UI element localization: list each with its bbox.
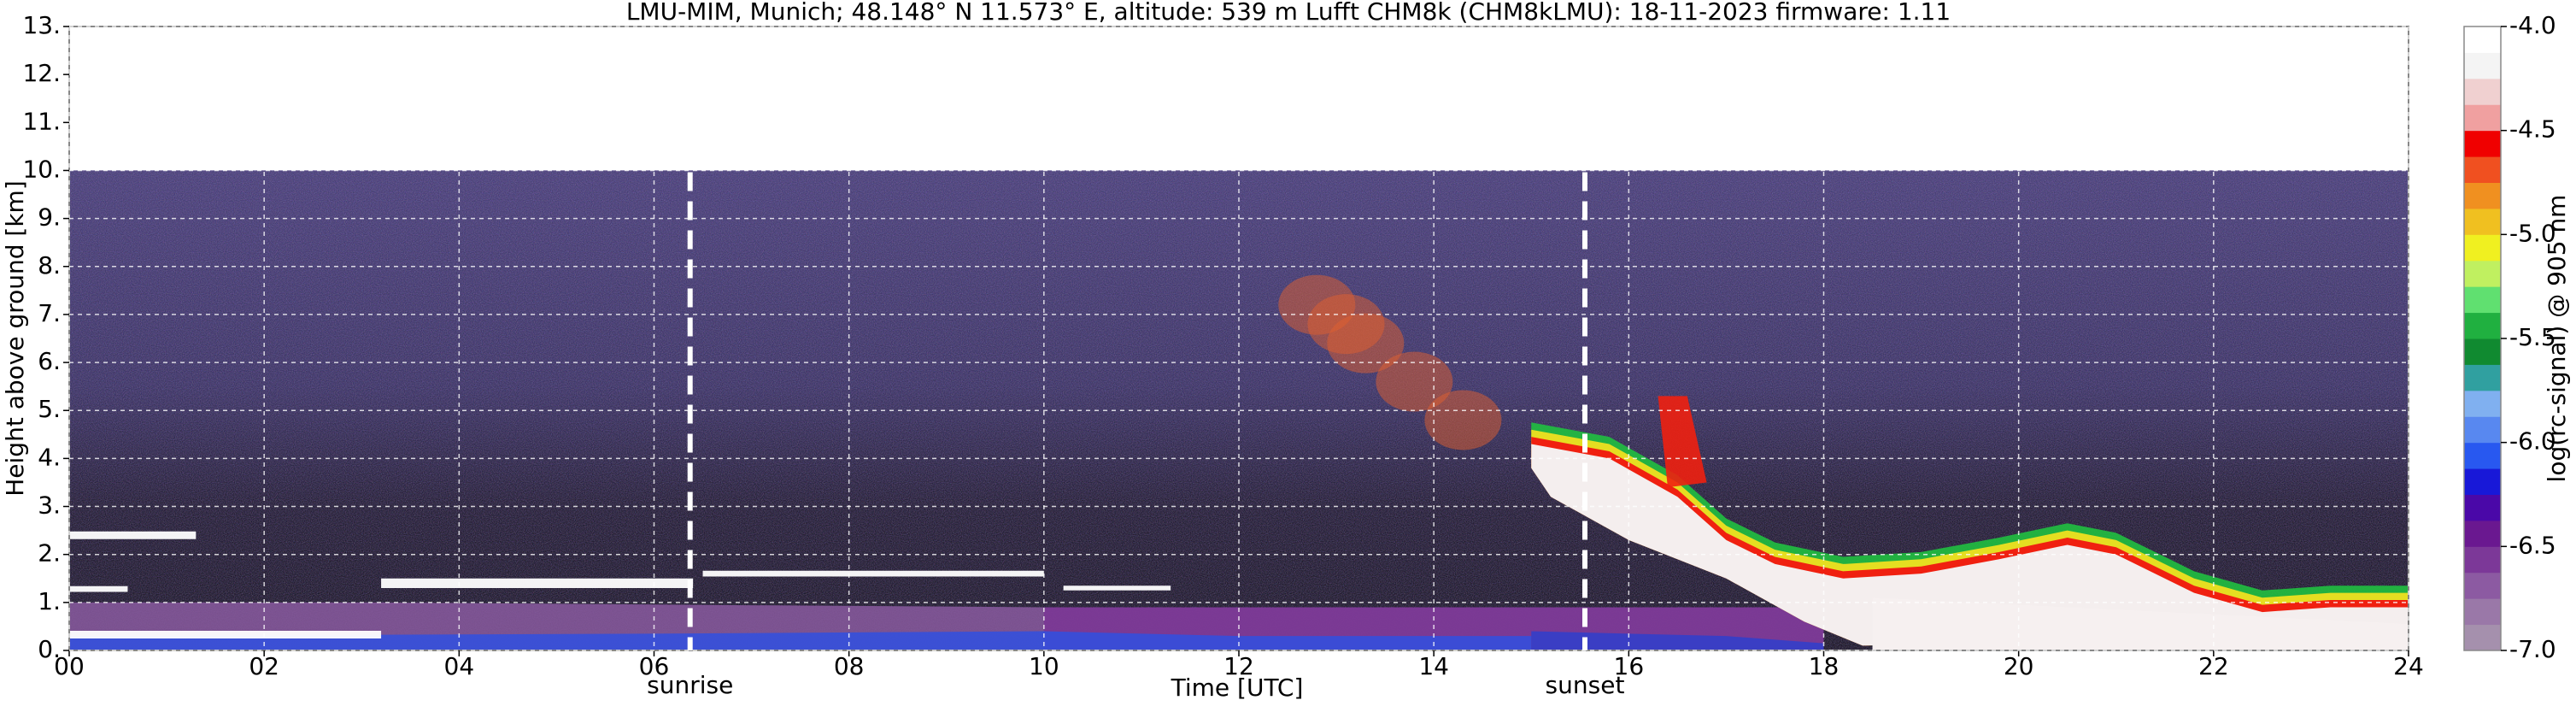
x-tick-label: 14	[1418, 652, 1449, 680]
x-tick-label: 06	[639, 652, 670, 680]
backscatter-area	[1658, 396, 1707, 488]
x-tick-label: 22	[2198, 652, 2229, 680]
colorbar-swatch	[2464, 364, 2501, 391]
annotation-label: sunrise	[647, 671, 733, 699]
x-tick-label: 20	[2004, 652, 2034, 680]
colorbar-tick-label: -4.5	[2509, 115, 2556, 144]
x-tick-label: 08	[834, 652, 865, 680]
y-tick-label: 8.	[38, 251, 61, 279]
colorbar-swatch	[2464, 442, 2501, 469]
backscatter-area	[1531, 444, 2409, 646]
colorbar-swatch	[2464, 520, 2501, 547]
backscatter-area	[1872, 597, 2409, 650]
backscatter-area	[1531, 631, 1824, 650]
colorbar-swatch	[2464, 260, 2501, 287]
colorbar-swatch	[2464, 78, 2501, 105]
colorbar-tick-label: -5.0	[2509, 219, 2556, 247]
colorbar-swatch	[2464, 416, 2501, 444]
colorbar-swatch	[2464, 390, 2501, 417]
chart-title: LMU-MIM, Munich; 48.148° N 11.573° E, al…	[626, 0, 1951, 26]
x-tick-label: 16	[1614, 652, 1645, 680]
backscatter-area	[69, 630, 382, 638]
y-tick-label: 11.	[22, 107, 61, 135]
colorbar-swatch	[2464, 156, 2501, 183]
colorbar-tick-label: -7.0	[2509, 635, 2556, 663]
colorbar-swatch	[2464, 130, 2501, 157]
annotation-label: sunset	[1546, 671, 1625, 699]
y-axis-label: Height above ground [km]	[1, 180, 29, 497]
colorbar-swatch	[2464, 312, 2501, 339]
y-tick-label: 13.	[22, 11, 61, 39]
colorbar-swatch	[2464, 104, 2501, 132]
x-tick-label: 00	[54, 652, 85, 680]
x-tick-label: 18	[1809, 652, 1840, 680]
backscatter-area	[69, 631, 1532, 650]
colorbar-swatch	[2464, 26, 2501, 53]
backscatter-area	[1307, 294, 1385, 355]
x-tick-label: 04	[444, 652, 475, 680]
y-tick-label: 6.	[38, 347, 61, 375]
colorbar-tick-label: -6.5	[2509, 531, 2556, 559]
backscatter-area	[702, 570, 1044, 577]
colorbar-swatch	[2464, 208, 2501, 235]
y-tick-label: 9.	[38, 203, 61, 232]
colorbar-swatch	[2464, 286, 2501, 314]
x-tick-label: 10	[1029, 652, 1059, 680]
y-tick-label: 12.	[22, 59, 61, 87]
backscatter-area	[69, 531, 197, 539]
y-tick-label: 10.	[22, 155, 61, 183]
x-axis-label: Time [UTC]	[1171, 674, 1304, 702]
y-tick-label: 5.	[38, 395, 61, 423]
y-tick-label: 7.	[38, 299, 61, 327]
y-tick-label: 3.	[38, 491, 61, 520]
y-tick-label: 2.	[38, 539, 61, 568]
colorbar-swatch	[2464, 598, 2501, 626]
colorbar-swatch	[2464, 624, 2501, 651]
colorbar-swatch	[2464, 468, 2501, 495]
x-tick-label: 12	[1223, 652, 1254, 680]
x-tick-label: 24	[2393, 652, 2424, 680]
colorbar-swatch	[2464, 572, 2501, 599]
y-tick-label: 4.	[38, 443, 61, 471]
colorbar-tick-label: -6.0	[2509, 427, 2556, 456]
x-tick-label: 02	[249, 652, 279, 680]
colorbar-swatch	[2464, 234, 2501, 262]
backscatter-area	[69, 585, 128, 592]
backscatter-area	[1063, 585, 1171, 591]
y-tick-label: 0.	[38, 635, 61, 663]
colorbar-tick-label: -4.0	[2509, 11, 2556, 39]
colorbar-swatch	[2464, 546, 2501, 574]
colorbar-swatch	[2464, 182, 2501, 209]
colorbar-label: log(rc-signal) @ 905 nm	[2543, 195, 2571, 483]
backscatter-area	[1424, 390, 1502, 450]
backscatter-area	[381, 578, 694, 588]
colorbar-swatch	[2464, 338, 2501, 365]
colorbar-swatch	[2464, 52, 2501, 79]
y-tick-label: 1.	[38, 587, 61, 615]
colorbar-swatch	[2464, 494, 2501, 521]
colorbar-tick-label: -5.5	[2509, 323, 2556, 351]
